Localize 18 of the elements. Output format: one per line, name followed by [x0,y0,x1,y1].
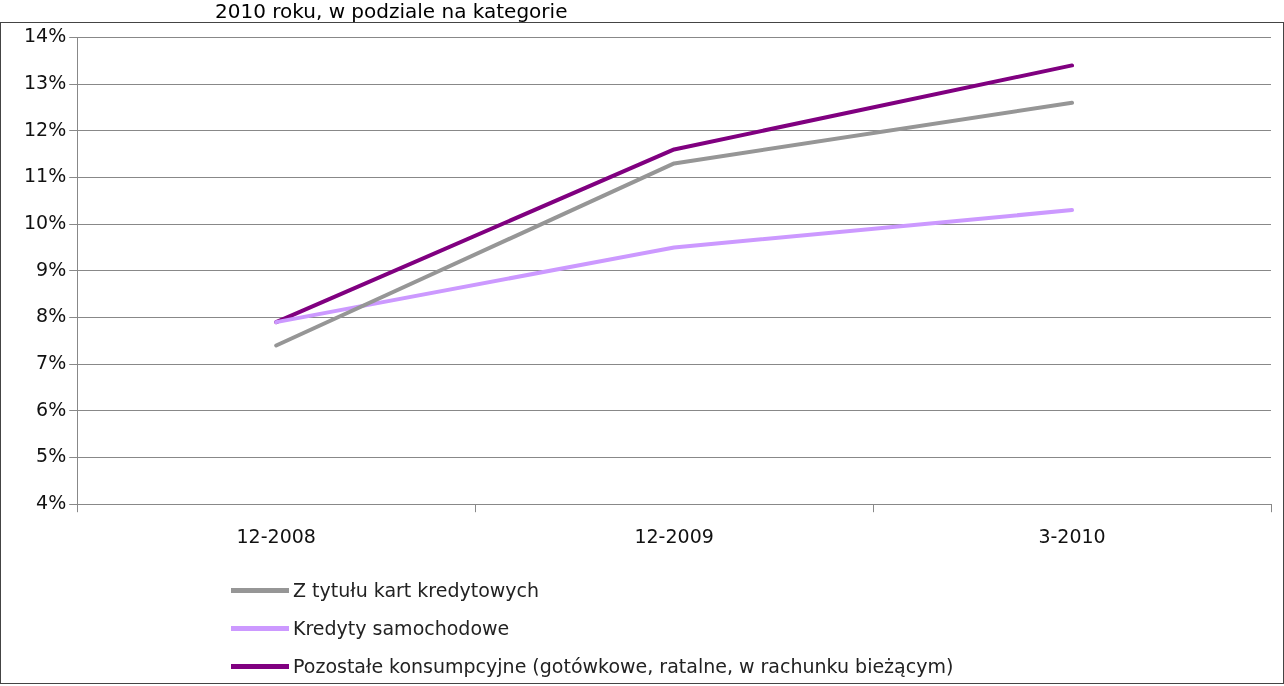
y-tick-label: 8% [36,304,67,327]
x-tick-label: 3-2010 [1038,524,1106,547]
y-tick-label: 12% [24,117,67,140]
y-tick-label: 13% [24,71,67,94]
x-tick-label: 12-2009 [634,524,714,547]
legend-label: Pozostałe konsumpcyjne (gotówkowe, ratalne, w rachunku bieżącym) [293,655,954,677]
y-tick-label: 11% [24,164,67,187]
chart-title: 2010 roku, w podziale na kategorie [215,0,568,23]
legend-label: Kredyty samochodowe [293,617,510,639]
y-tick-label: 14% [24,24,67,47]
y-tick-label: 6% [36,397,67,420]
x-tick-label: 12-2008 [236,524,316,547]
legend-label: Z tytułu kart kredytowych [293,579,540,601]
y-tick-label: 7% [36,351,67,374]
y-tick-label: 9% [36,257,67,280]
y-tick-label: 10% [24,211,67,234]
y-tick-label: 4% [36,491,67,514]
y-tick-label: 5% [36,444,67,467]
